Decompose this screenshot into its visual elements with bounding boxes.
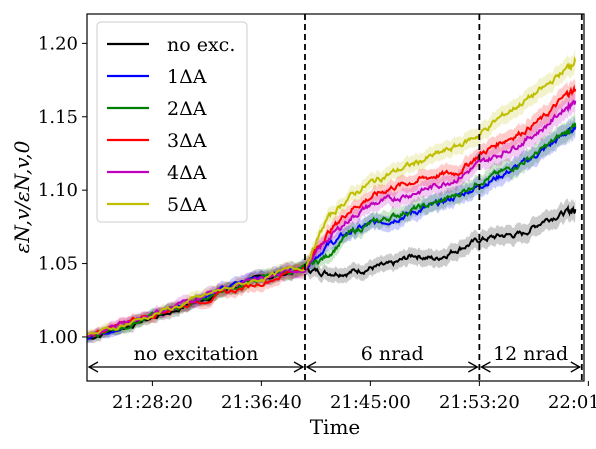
arrow-left-icon — [480, 361, 491, 373]
y-tick-label: 1.15 — [38, 107, 78, 128]
x-tick-label: 22:01:40 — [548, 392, 596, 413]
region-annotations: no excitation 6 nrad 12 nrad — [87, 343, 582, 373]
region-no-excitation: no excitation — [87, 343, 305, 373]
y-tick-label: 1.20 — [38, 33, 78, 54]
y-tick-label: 1.10 — [38, 180, 78, 201]
x-tick-label: 21:45:00 — [330, 392, 411, 413]
region-6-nrad: 6 nrad — [305, 343, 479, 373]
legend-label-4-a: 4ΔA — [167, 162, 207, 184]
legend-label-1-a: 1ΔA — [167, 66, 207, 88]
legend-label-2-a: 2ΔA — [167, 98, 207, 120]
region-label: 6 nrad — [361, 343, 424, 365]
arrow-left-icon — [305, 361, 317, 373]
band-4-a — [87, 90, 576, 341]
y-tick-label: 1.05 — [38, 254, 78, 275]
x-axis-label: Time — [310, 415, 361, 439]
series-line-4-a — [86, 99, 577, 338]
y-axis-ticks: 1.00 1.05 1.10 1.15 1.20 — [38, 33, 87, 348]
legend-label-3-a: 3ΔA — [167, 130, 207, 152]
region-label: no excitation — [134, 343, 259, 365]
y-axis-label: εN,v/εN,v,0 — [10, 140, 34, 253]
region-12-nrad: 12 nrad — [480, 343, 582, 373]
series-line-3-a — [86, 84, 577, 338]
legend: no exc. 1ΔA 2ΔA 3ΔA 4ΔA 5ΔA — [96, 21, 248, 223]
series-lines — [86, 56, 577, 340]
arrow-left-icon — [87, 361, 99, 373]
region-label: 12 nrad — [493, 343, 568, 365]
legend-label-no-exc: no exc. — [167, 34, 235, 56]
x-tick-label: 21:36:40 — [221, 392, 302, 413]
x-axis-ticks: 21:28:20 21:36:40 21:45:00 21:53:20 22:01:40 — [112, 381, 596, 413]
series-line-5-a — [86, 56, 577, 336]
plot-frame — [86, 13, 585, 382]
x-tick-label: 21:28:20 — [112, 392, 193, 413]
x-tick-label: 21:53:20 — [439, 392, 520, 413]
arrow-right-icon — [468, 361, 479, 373]
arrow-right-icon — [293, 361, 305, 373]
arrow-right-icon — [570, 361, 582, 373]
y-tick-label: 1.00 — [38, 327, 78, 348]
legend-label-5-a: 5ΔA — [167, 194, 207, 216]
excitation-boundaries — [304, 14, 583, 381]
band-3-a — [87, 78, 576, 342]
band-no-exc — [87, 198, 576, 344]
